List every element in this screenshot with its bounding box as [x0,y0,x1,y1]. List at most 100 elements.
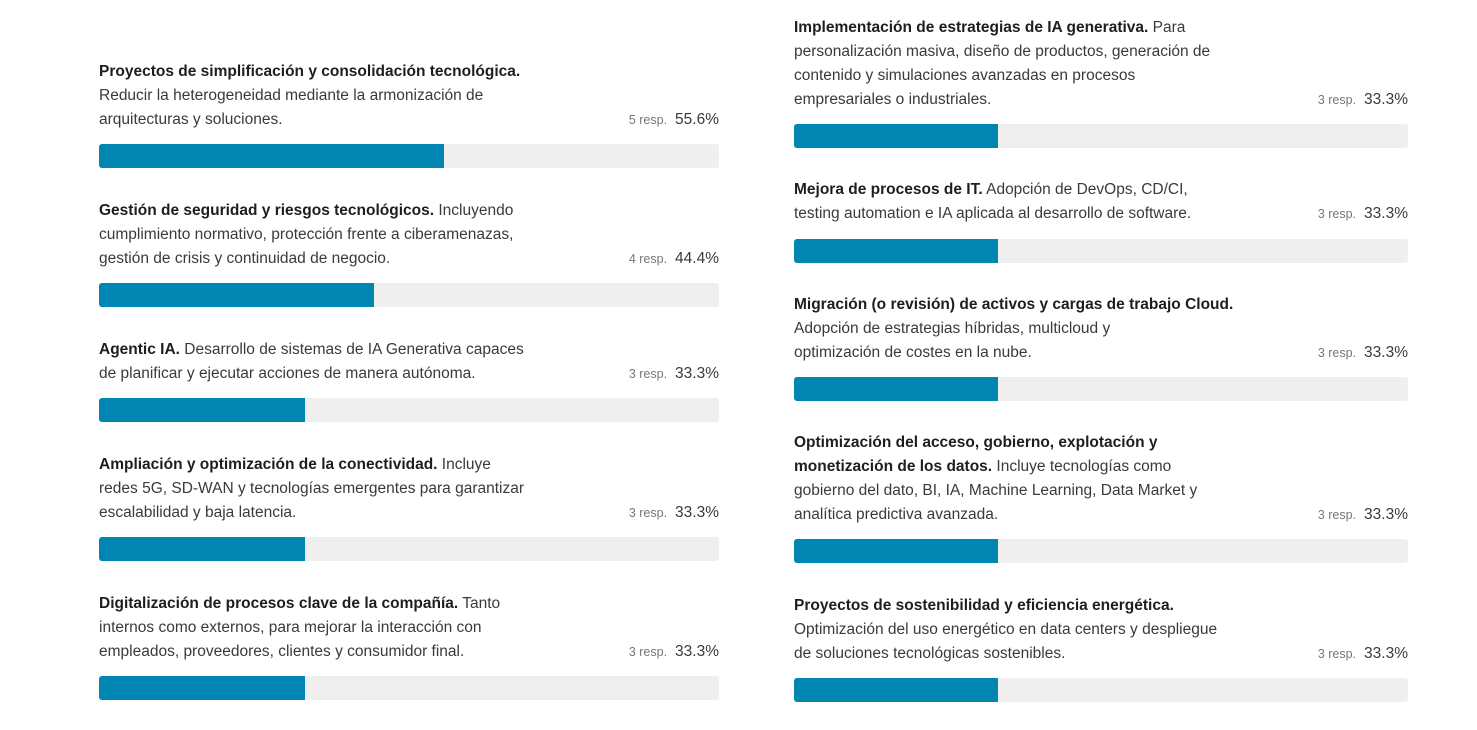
progress-bar-fill [99,144,444,168]
percentage: 55.6% [675,111,719,128]
progress-bar-fill [794,239,999,263]
option-text-line: Adopción de DevOps, CD/CI, [982,181,1188,198]
option-description: Optimización del acceso, gobierno, explo… [794,431,1254,527]
response-count: 3 resp. [1317,93,1357,107]
option-text-line: testing automation e IA aplicada al desa… [794,205,1192,222]
option-stats: 5 resp. 55.6% [617,108,719,132]
option-title: Digitalización de procesos clave de la c… [99,595,459,612]
option-text-line: redes 5G, SD-WAN y tecnologías emergente… [99,480,525,497]
poll-option: Mejora de procesos de IT. Adopción de De… [794,178,1408,263]
option-title: Migración (o revisión) de activos y carg… [794,296,1234,313]
option-stats: 3 resp. 33.3% [1306,341,1408,365]
option-text-line: empresariales o industriales. [794,91,992,108]
percentage: 33.3% [675,504,719,521]
option-text-line: Tanto [458,595,501,612]
option-title: Proyectos de simplificación y consolidac… [99,63,521,80]
option-text-line: de planificar y ejecutar acciones de man… [99,365,476,382]
poll-option: Optimización del acceso, gobierno, explo… [794,431,1408,563]
option-text-line: Incluyendo [434,202,514,219]
option-title: Ampliación y optimización de la conectiv… [99,456,438,473]
progress-bar [99,398,719,422]
poll-option: Proyectos de sostenibilidad y eficiencia… [794,594,1408,702]
option-description: Agentic IA. Desarrollo de sistemas de IA… [99,338,569,386]
progress-bar [794,124,1408,148]
option-title: Implementación de estrategias de IA gene… [794,19,1149,36]
option-description: Implementación de estrategias de IA gene… [794,16,1254,112]
option-stats: 3 resp. 33.3% [1306,503,1408,527]
option-description: Digitalización de procesos clave de la c… [99,592,569,664]
option-title: Optimización del acceso, gobierno, explo… [794,434,1158,475]
option-description: Migración (o revisión) de activos y carg… [794,293,1254,365]
option-stats: 3 resp. 33.3% [617,362,719,386]
percentage: 33.3% [1364,645,1408,662]
option-text-line: arquitecturas y soluciones. [99,111,283,128]
option-text-line: Optimización del uso energético en data … [794,621,1218,638]
response-count: 5 resp. [628,113,668,127]
option-stats: 3 resp. 33.3% [1306,642,1408,666]
option-title: Agentic IA. [99,341,180,358]
option-text-line: contenido y simulaciones avanzadas en pr… [794,67,1136,84]
progress-bar [99,676,719,700]
option-text-line: internos como externos, para mejorar la … [99,619,482,636]
response-count: 3 resp. [1317,647,1357,661]
option-text-line: analítica predictiva avanzada. [794,506,999,523]
percentage: 44.4% [675,250,719,267]
poll-option: Agentic IA. Desarrollo de sistemas de IA… [99,338,719,422]
poll-option: Proyectos de simplificación y consolidac… [99,60,719,168]
option-stats: 3 resp. 33.3% [1306,88,1408,112]
progress-bar-fill [794,678,999,702]
option-text-line: Adopción de estrategias híbridas, multic… [794,320,1111,337]
poll-option: Digitalización de procesos clave de la c… [99,592,719,700]
progress-bar-fill [794,124,999,148]
option-text-line: Para [1148,19,1186,36]
progress-bar [794,678,1408,702]
option-description: Mejora de procesos de IT. Adopción de De… [794,178,1254,226]
response-count: 3 resp. [1317,207,1357,221]
option-text-line: Incluye [437,456,491,473]
option-text-line: optimización de costes en la nube. [794,344,1032,361]
option-description: Proyectos de sostenibilidad y eficiencia… [794,594,1264,666]
option-stats: 3 resp. 33.3% [1306,202,1408,226]
option-title: Proyectos de sostenibilidad y eficiencia… [794,597,1174,614]
option-text-line: personalización masiva, diseño de produc… [794,43,1211,60]
option-text-line: Incluye tecnologías como [992,458,1172,475]
option-stats: 3 resp. 33.3% [617,501,719,525]
progress-bar-fill [794,377,999,401]
progress-bar [99,283,719,307]
progress-bar [99,144,719,168]
option-text-line: escalabilidad y baja latencia. [99,504,297,521]
progress-bar [794,539,1408,563]
progress-bar-fill [99,537,306,561]
option-title: Mejora de procesos de IT. [794,181,983,198]
option-text-line: cumplimiento normativo, protección frent… [99,226,514,243]
option-description: Gestión de seguridad y riesgos tecnológi… [99,199,569,271]
response-count: 3 resp. [1317,346,1357,360]
option-text-line: gobierno del dato, BI, IA, Machine Learn… [794,482,1198,499]
poll-option: Ampliación y optimización de la conectiv… [99,453,719,561]
response-count: 4 resp. [628,252,668,266]
option-description: Ampliación y optimización de la conectiv… [99,453,569,525]
percentage: 33.3% [675,365,719,382]
poll-option: Gestión de seguridad y riesgos tecnológi… [99,199,719,307]
option-stats: 4 resp. 44.4% [617,247,719,271]
percentage: 33.3% [1364,506,1408,523]
percentage: 33.3% [1364,344,1408,361]
option-title: Gestión de seguridad y riesgos tecnológi… [99,202,435,219]
option-text-line: gestión de crisis y continuidad de negoc… [99,250,391,267]
progress-bar [794,239,1408,263]
response-count: 3 resp. [1317,508,1357,522]
progress-bar [794,377,1408,401]
progress-bar-fill [99,398,306,422]
progress-bar-fill [99,676,306,700]
progress-bar-fill [99,283,375,307]
response-count: 3 resp. [628,367,668,381]
option-description: Proyectos de simplificación y consolidac… [99,60,569,132]
option-text-line: Reducir la heterogeneidad mediante la ar… [99,87,484,104]
percentage: 33.3% [1364,205,1408,222]
poll-option: Implementación de estrategias de IA gene… [794,16,1408,148]
percentage: 33.3% [675,643,719,660]
progress-bar-fill [794,539,999,563]
response-count: 3 resp. [628,506,668,520]
option-text-line: Desarrollo de sistemas de IA Generativa … [179,341,524,358]
option-text-line: empleados, proveedores, clientes y consu… [99,643,465,660]
